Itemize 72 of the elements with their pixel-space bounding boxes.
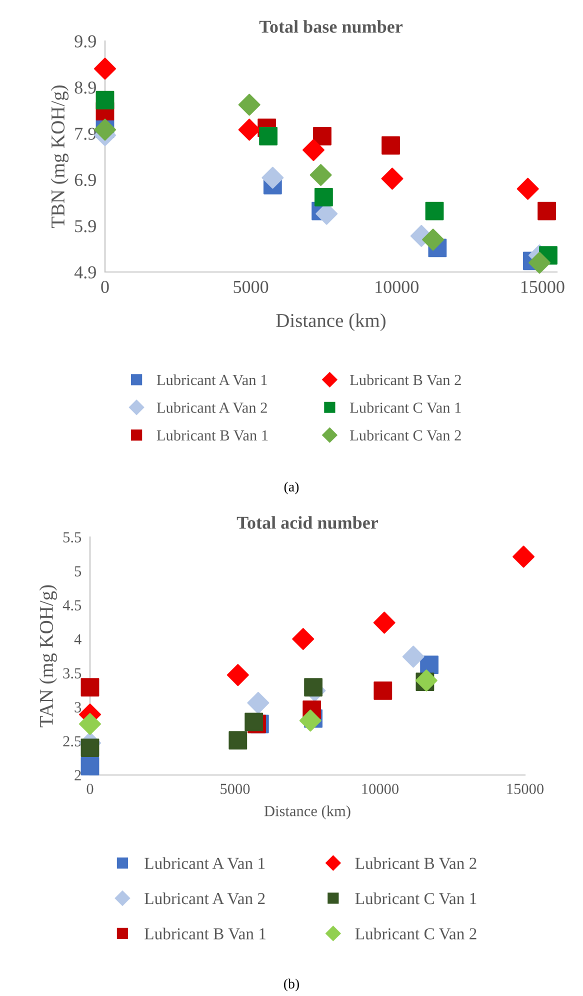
- point: [238, 118, 260, 141]
- point: [79, 713, 101, 735]
- x-tick-label: 15000: [521, 280, 564, 294]
- legend-label: Lubricant C Van 1: [355, 892, 476, 904]
- point: [373, 612, 396, 634]
- point: [80, 756, 100, 776]
- point: [422, 228, 444, 251]
- point: [302, 139, 324, 162]
- legend-label: Lubricant A Van 1: [156, 374, 267, 386]
- y-tick-label: 5.5: [63, 532, 82, 543]
- point: [310, 164, 332, 186]
- y-tick-label: 2: [74, 770, 81, 780]
- y-tick-label: 4.5: [62, 600, 82, 611]
- legend-label: Lubricant C Van 2: [355, 928, 476, 940]
- y-tick-label: 5: [74, 566, 82, 576]
- chart-title: Total acid number: [236, 516, 378, 529]
- point: [80, 678, 100, 696]
- chart-title: Total base number: [259, 20, 403, 33]
- point: [314, 188, 333, 206]
- y-tick-label: 8.9: [74, 81, 96, 94]
- text: (a): [284, 482, 299, 494]
- point: [226, 664, 249, 686]
- x-tick-label: 10000: [376, 280, 418, 294]
- point: [528, 252, 550, 274]
- point: [94, 58, 116, 80]
- point: [516, 178, 539, 200]
- x-tick-label: 0: [101, 280, 109, 294]
- point: [238, 94, 260, 116]
- legend-label: Lubricant B Van 2: [350, 374, 461, 386]
- point: [538, 202, 556, 220]
- point: [512, 546, 535, 568]
- x-tick-label: 10000: [362, 784, 399, 794]
- point: [374, 681, 392, 700]
- point: [292, 628, 314, 650]
- x-tick-label: 15000: [507, 784, 544, 794]
- legend-label: Lubricant A Van 2: [156, 402, 267, 413]
- point: [244, 712, 264, 732]
- legend-label: Lubricant C Van 2: [350, 430, 461, 441]
- y-tick-label: 4.9: [74, 266, 96, 279]
- y-tick-label: 3.5: [63, 668, 82, 679]
- point: [259, 126, 278, 146]
- legend-label: Lubricant C Van 1: [350, 402, 461, 413]
- point: [80, 738, 100, 757]
- point: [382, 136, 400, 155]
- y-axis-title: TBN (mg KOH/g): [50, 86, 69, 228]
- point: [425, 202, 444, 220]
- y-tick-label: 6.9: [74, 174, 96, 186]
- point: [313, 126, 332, 146]
- y-tick-label: 9.9: [74, 35, 96, 48]
- point: [381, 168, 404, 190]
- y-tick-label: 4: [74, 634, 82, 644]
- point: [304, 678, 322, 696]
- x-axis-title: Distance (km): [264, 806, 350, 820]
- x-tick-label: 5000: [220, 784, 250, 794]
- point: [96, 90, 114, 110]
- point: [402, 646, 424, 668]
- x-axis-title: Distance (km): [276, 313, 386, 332]
- y-axis-title: TAN (mg KOH/g): [39, 585, 58, 728]
- legend-label: Lubricant B Van 1: [144, 928, 266, 940]
- x-tick-label: 0: [86, 784, 94, 794]
- legend-label: Lubricant A Van 2: [144, 892, 265, 904]
- point: [228, 731, 248, 750]
- x-tick-label: 5000: [234, 280, 268, 294]
- point: [415, 669, 438, 692]
- legend-label: Lubricant B Van 1: [156, 430, 268, 441]
- text: (b): [284, 978, 299, 992]
- y-tick-label: 3: [74, 702, 82, 712]
- y-tick-label: 5.9: [75, 220, 96, 232]
- legend-label: Lubricant B Van 2: [355, 857, 476, 870]
- point: [262, 166, 284, 189]
- point: [247, 692, 270, 714]
- legend-label: Lubricant A Van 1: [144, 857, 265, 870]
